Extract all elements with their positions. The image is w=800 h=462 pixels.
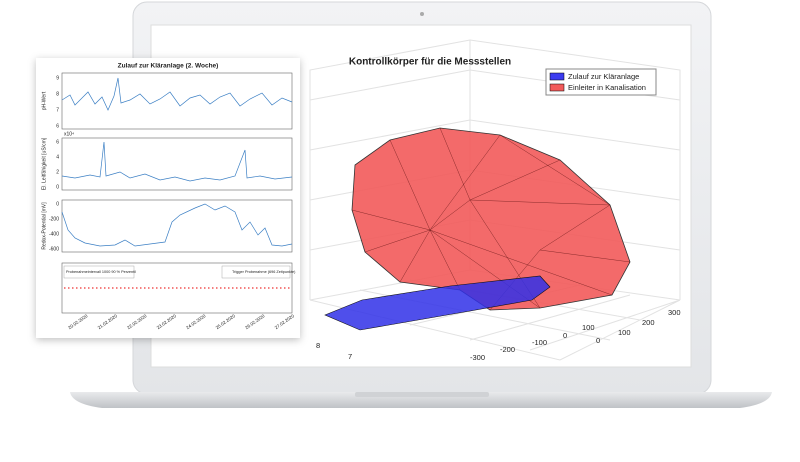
tick-label: 2 [56,169,59,175]
tick-label: -200 [500,345,515,354]
legend-entry: Einleiter in Kanalisation [568,83,646,92]
legend-entry: Probenahmeintervall 1000 90 % Perzentil [66,270,136,274]
legend-entry: Zulauf zur Kläranlage [568,72,639,81]
tick-label: -600 [49,246,59,252]
tick-label: 100 [618,328,631,337]
tick-label: 0 [56,184,59,190]
legend-entry: Trigger Probenahme (696 Zeitpunkte) [232,270,296,274]
tick-label: 6 [56,139,59,145]
blue-body [324,275,551,331]
tick-label: -100 [532,338,547,347]
tick-label: 8 [316,341,320,350]
tick-label: 4 [56,154,59,160]
tick-label: 7 [56,107,59,113]
plot-title: Kontrollkörper für die Messstellen [349,57,511,68]
notch [355,392,489,397]
plot3d: Kontrollkörper für die Messstellen Zulau… [309,39,681,362]
axis-ticks: 300 200 100 0 -300 -200 -100 0 100 8 7 [316,308,681,362]
laptop-base [70,392,772,408]
subplot-labels: pH-Wert El. Leitfähigkeit [uS/cm] Redox-… [41,75,296,279]
tick-label: 100 [582,323,595,332]
tick-label: 7 [348,352,352,361]
tick-label: -200 [49,216,59,222]
tick-label: 300 [668,308,681,317]
subplot-frames [61,72,293,314]
series-lines [61,77,293,247]
y-label: pH-Wert [41,91,47,110]
tick-label: 9 [56,75,59,81]
tick-label: 8 [56,91,59,97]
tick-label: 0 [596,336,600,345]
exponent: x10⁴ [64,131,74,137]
tick-label: 0 [563,331,567,340]
tick-label: 200 [642,318,655,327]
camera [420,12,424,16]
legend: Zulauf zur Kläranlage Einleiter in Kanal… [545,68,657,96]
left-panel: Zulauf zur Kläranlage (2. Woche) pH-Wert… [36,58,300,338]
tick-label: -400 [49,231,59,237]
y-label: El. Leitfähigkeit [uS/cm] [41,137,47,190]
tick-label: 0 [56,201,59,207]
tick-label: 6 [56,123,59,129]
y-label: Redox-Potential [mV] [41,202,47,250]
panel-title: Zulauf zur Kläranlage (2. Woche) [118,63,219,70]
tick-label: -300 [470,353,485,362]
